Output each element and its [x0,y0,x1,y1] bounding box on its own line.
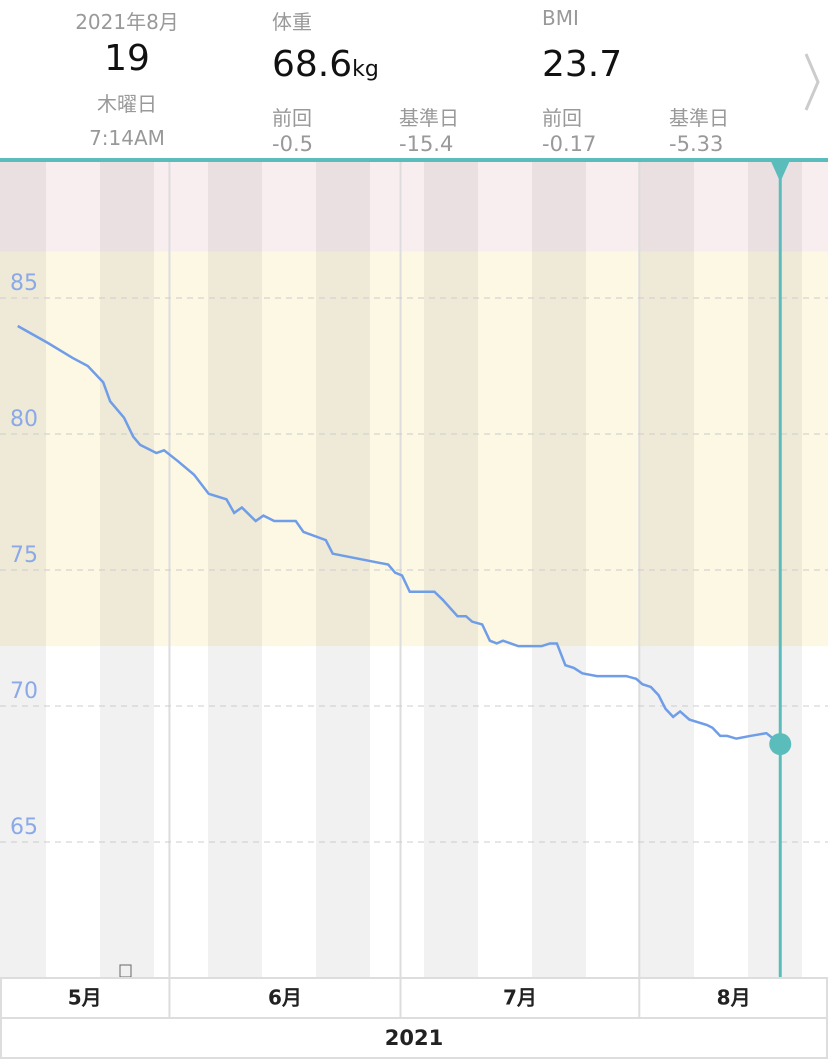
bmi-value: 23.7 [542,44,623,85]
selected-point [769,733,792,756]
zone [0,251,828,647]
weight-base-label: 基準日 [399,106,459,130]
zone [0,162,828,252]
bmi-base-label: 基準日 [669,106,729,130]
y-tick-label: 80 [10,407,38,432]
month-label: 5月 [68,986,102,1010]
chart: 65 70 75 80 85 5月 6月 7月 8月 2021 [0,158,828,1059]
weight-base: -15.4 [399,132,454,156]
date-day: 19 [104,38,150,79]
weight-label: 体重 [272,10,312,34]
weight-unit: kg [352,57,379,82]
y-tick-label: 70 [10,679,38,704]
weight-value-row: 68.6kg [272,44,379,85]
y-tick-label: 85 [10,271,38,296]
bmi-prev-label: 前回 [542,106,582,130]
weight-prev-label: 前回 [272,106,312,130]
y-tick-label: 65 [10,815,38,840]
month-label: 8月 [717,986,751,1010]
weight-value: 68.6 [272,44,353,85]
month-label: 6月 [268,986,302,1010]
year-label: 2021 [385,1026,443,1050]
time: 7:14AM [89,126,165,150]
month-label: 7月 [503,986,537,1010]
y-tick-label: 75 [10,543,38,568]
bmi-base: -5.33 [669,132,724,156]
weekday: 木曜日 [97,92,157,116]
header-rule [0,158,828,162]
date-month: 2021年8月 [75,10,179,34]
weight-line [17,324,782,746]
cursor-handle [771,162,790,182]
weight-prev: -0.5 [272,132,313,156]
bmi-prev: -0.17 [542,132,597,156]
next-button[interactable] [800,52,824,112]
bmi-label: BMI [542,6,579,30]
